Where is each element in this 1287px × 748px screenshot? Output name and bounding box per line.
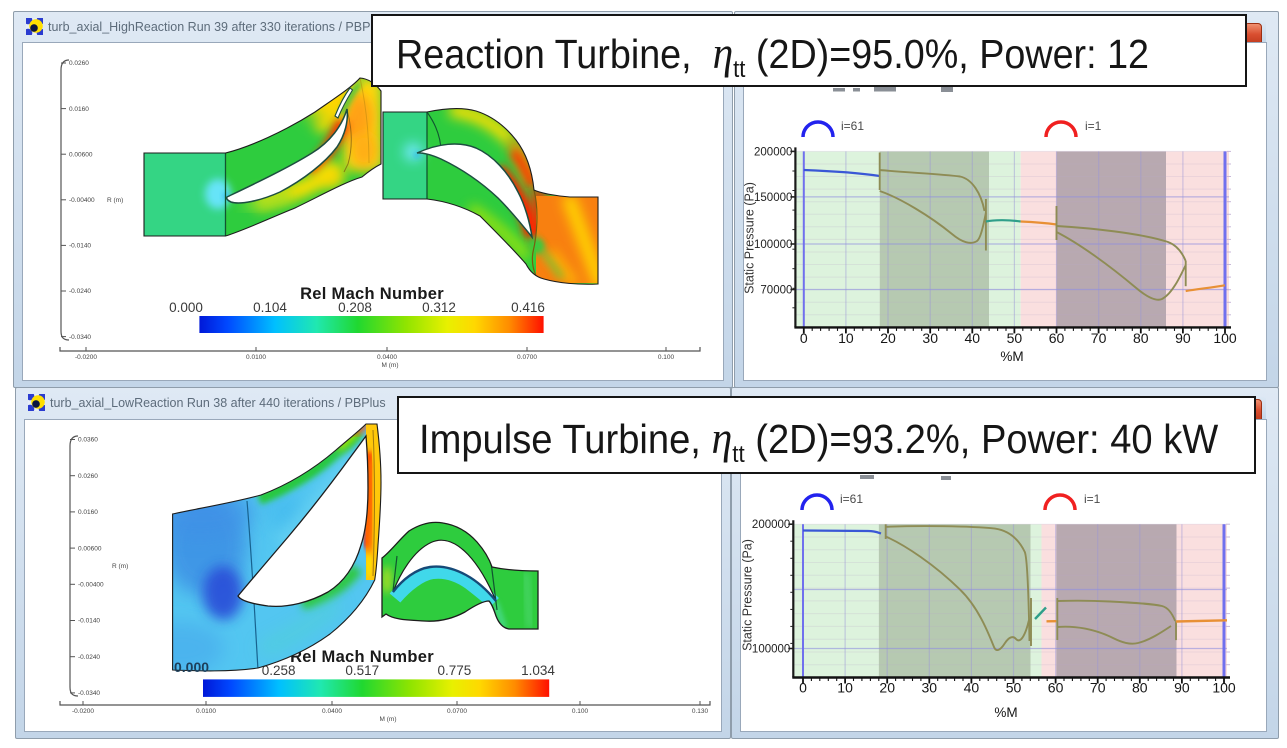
svg-text:0.130: 0.130	[692, 708, 709, 715]
svg-text:-0.0340: -0.0340	[69, 334, 91, 341]
svg-text:Static Pressure (Pa): Static Pressure (Pa)	[740, 539, 754, 651]
svg-text:90: 90	[1174, 680, 1190, 696]
svg-text:0.0700: 0.0700	[447, 708, 467, 715]
svg-text:70: 70	[1090, 680, 1106, 696]
svg-text:0.0400: 0.0400	[322, 708, 342, 715]
svg-text:0.258: 0.258	[262, 663, 296, 678]
svg-text:0.00600: 0.00600	[78, 545, 102, 552]
svg-text:0.517: 0.517	[345, 663, 379, 678]
svg-text:0.000: 0.000	[174, 659, 209, 675]
svg-text:-0.0240: -0.0240	[69, 288, 91, 295]
svg-text:200000: 200000	[754, 146, 792, 158]
svg-text:Rel Mach Number: Rel Mach Number	[300, 285, 444, 303]
svg-text:0.0100: 0.0100	[196, 708, 216, 715]
svg-text:60: 60	[1048, 680, 1064, 696]
svg-text:10: 10	[837, 680, 853, 696]
svg-text:R (m): R (m)	[107, 197, 123, 204]
svg-text:0.104: 0.104	[253, 300, 287, 315]
svg-text:i=1: i=1	[1084, 492, 1101, 506]
svg-text:10: 10	[838, 330, 854, 346]
svg-text:70000: 70000	[760, 285, 792, 297]
svg-text:40: 40	[965, 330, 981, 346]
svg-text:-0.0240: -0.0240	[78, 654, 100, 661]
svg-text:20: 20	[879, 680, 895, 696]
svg-text:Rel Mach Number: Rel Mach Number	[290, 648, 434, 666]
svg-text:-0.00400: -0.00400	[78, 582, 104, 589]
svg-text:0.0360: 0.0360	[78, 437, 98, 444]
svg-text:-0.0340: -0.0340	[78, 690, 100, 697]
svg-text:0.00600: 0.00600	[69, 151, 93, 158]
svg-text:0.0160: 0.0160	[78, 509, 98, 516]
svg-text:0: 0	[799, 680, 807, 696]
svg-text:30: 30	[922, 330, 938, 346]
svg-text:200000: 200000	[752, 519, 790, 531]
svg-text:100000: 100000	[752, 644, 790, 656]
svg-text:M (m): M (m)	[382, 362, 399, 369]
svg-text:30: 30	[922, 680, 938, 696]
svg-text:M (m): M (m)	[380, 716, 397, 723]
svg-text:-0.0200: -0.0200	[72, 708, 94, 715]
svg-text:40: 40	[964, 680, 980, 696]
svg-text:0: 0	[800, 330, 808, 346]
svg-text:-0.0200: -0.0200	[75, 354, 97, 361]
svg-text:50: 50	[1007, 330, 1023, 346]
svg-text:i=61: i=61	[840, 492, 863, 506]
svg-text:0.0260: 0.0260	[78, 473, 98, 480]
svg-text:0.0700: 0.0700	[517, 354, 537, 361]
svg-text:0.0100: 0.0100	[246, 354, 266, 361]
svg-text:i=61: i=61	[841, 119, 864, 133]
svg-text:100: 100	[1212, 680, 1236, 696]
svg-text:0.416: 0.416	[511, 300, 545, 315]
svg-text:-0.00400: -0.00400	[69, 197, 95, 204]
svg-text:150000: 150000	[754, 192, 792, 204]
svg-text:100: 100	[1213, 330, 1237, 346]
svg-text:1.034: 1.034	[521, 663, 555, 678]
svg-text:i=1: i=1	[1085, 119, 1102, 133]
svg-text:90: 90	[1175, 330, 1191, 346]
svg-text:0.000: 0.000	[169, 300, 203, 315]
svg-text:-0.0140: -0.0140	[69, 243, 91, 250]
svg-text:%M: %M	[1000, 349, 1023, 364]
svg-text:R (m): R (m)	[112, 563, 128, 570]
svg-text:0.0260: 0.0260	[69, 60, 89, 67]
svg-text:100000: 100000	[754, 239, 792, 251]
svg-text:80: 80	[1132, 680, 1148, 696]
svg-text:0.100: 0.100	[572, 708, 589, 715]
svg-text:70: 70	[1091, 330, 1107, 346]
svg-text:%M: %M	[994, 705, 1017, 720]
svg-text:0.0160: 0.0160	[69, 106, 89, 113]
svg-text:50: 50	[1006, 680, 1022, 696]
svg-text:0.208: 0.208	[338, 300, 372, 315]
svg-text:80: 80	[1133, 330, 1149, 346]
svg-text:20: 20	[880, 330, 896, 346]
svg-text:0.0400: 0.0400	[377, 354, 397, 361]
svg-text:0.100: 0.100	[658, 354, 675, 361]
svg-text:0.775: 0.775	[438, 663, 472, 678]
svg-text:0.312: 0.312	[422, 300, 456, 315]
svg-text:-0.0140: -0.0140	[78, 618, 100, 625]
svg-text:60: 60	[1049, 330, 1065, 346]
svg-text:Static Pressure (Pa): Static Pressure (Pa)	[742, 182, 756, 294]
